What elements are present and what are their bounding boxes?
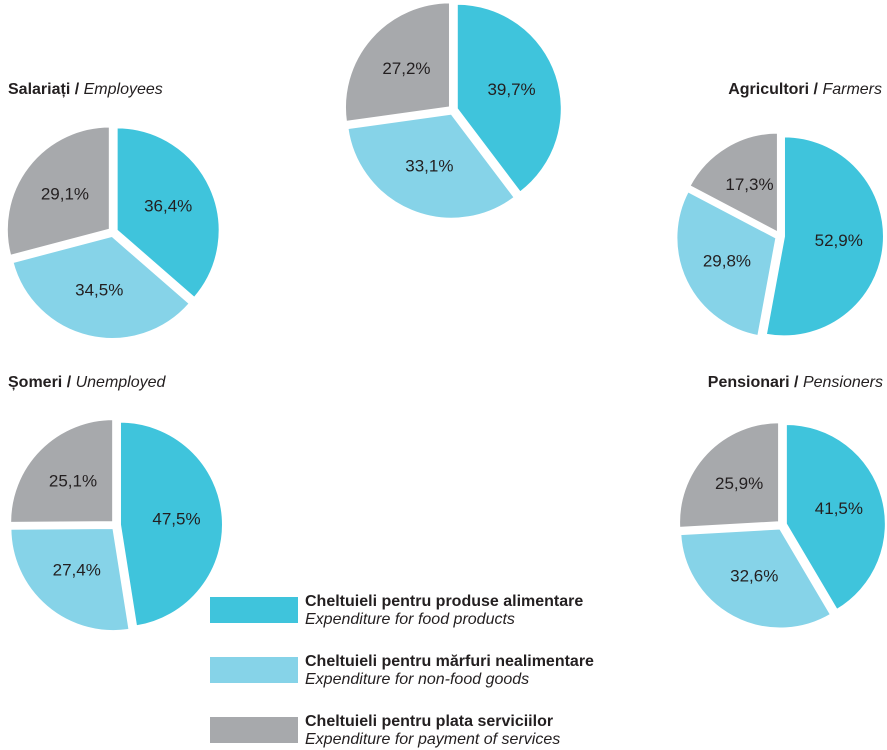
legend-swatch [210, 597, 298, 623]
pie-slice [343, 1, 451, 123]
data-label: 29,1% [41, 184, 89, 203]
data-label: 34,5% [75, 281, 123, 300]
pie-title-en: Pensioners [803, 374, 883, 391]
legend-name: Cheltuieli pentru produse alimentare [305, 593, 583, 610]
legend-name: Cheltuieli pentru mărfuri nealimentare [305, 653, 594, 670]
legend-swatch [210, 717, 298, 743]
pie-chart: 36,4% 34,5% 29,1% Salariați / Employees [5, 81, 221, 340]
data-label: 52,9% [815, 231, 863, 250]
pie-title: Salariați / Employees [8, 81, 163, 98]
legend-swatch [210, 657, 298, 683]
data-label: 29,8% [703, 251, 751, 270]
pie-title-ro: Salariați / [8, 81, 80, 98]
pie-slice [675, 189, 778, 338]
pie-chart: 47,5% 27,4% 25,1% Șomeri / Unemployed [8, 374, 224, 633]
legend-name: Cheltuieli pentru plata serviciilor [305, 713, 553, 730]
data-label: 27,2% [382, 59, 430, 78]
data-label: 36,4% [144, 196, 192, 215]
legend-name-en: Expenditure for payment of services [305, 731, 560, 748]
pie-slice [118, 420, 224, 628]
legend-item: Cheltuieli pentru plata serviciilorExpen… [210, 713, 560, 748]
pie-slice [784, 422, 887, 612]
pie-title: Pensionari / Pensioners [708, 374, 883, 391]
data-label: 41,5% [815, 499, 863, 518]
legend-name-en: Expenditure for non-food goods [305, 671, 529, 688]
pie-title-en: Unemployed [76, 374, 167, 391]
data-label: 33,1% [405, 157, 453, 176]
legend-name-en: Expenditure for food products [305, 611, 515, 628]
legend-item: Cheltuieli pentru produse alimentareExpe… [210, 593, 583, 628]
pie-slice [764, 135, 885, 338]
data-label: 17,3% [725, 175, 773, 194]
legend-item: Cheltuieli pentru mărfuri nealimentareEx… [210, 653, 594, 688]
pie-slice [5, 125, 111, 258]
pie-title-ro: Pensionari / [708, 374, 799, 391]
data-label: 25,9% [715, 474, 763, 493]
pie-slice [9, 527, 131, 633]
pie-slice [678, 421, 781, 529]
pie-chart: 41,5% 32,6% 25,9% Pensionari / Pensioners [678, 374, 887, 630]
data-label: 27,4% [53, 561, 101, 580]
pie-chart: 52,9% 29,8% 17,3% Agricultori / Farmers [675, 81, 885, 338]
pie-title: Șomeri / Unemployed [8, 374, 167, 391]
pie-slice [688, 131, 779, 235]
data-label: 39,7% [487, 80, 535, 99]
pie-title-en: Farmers [822, 81, 882, 98]
pie-slice [455, 2, 563, 194]
pie-slice [115, 126, 221, 300]
pie-chart: 39,7% 33,1% 27,2% [343, 1, 563, 220]
data-label: 32,6% [730, 567, 778, 586]
pie-title-ro: Șomeri / [8, 374, 72, 391]
pie-slice [11, 234, 192, 340]
pie-title: Agricultori / Farmers [728, 81, 882, 98]
pie-slice [9, 418, 115, 524]
pie-slice [346, 112, 517, 220]
pie-slice [679, 527, 833, 630]
data-label: 25,1% [49, 472, 97, 491]
data-label: 47,5% [152, 510, 200, 529]
pie-title-en: Employees [84, 81, 163, 98]
pie-title-ro: Agricultori / [728, 81, 818, 98]
